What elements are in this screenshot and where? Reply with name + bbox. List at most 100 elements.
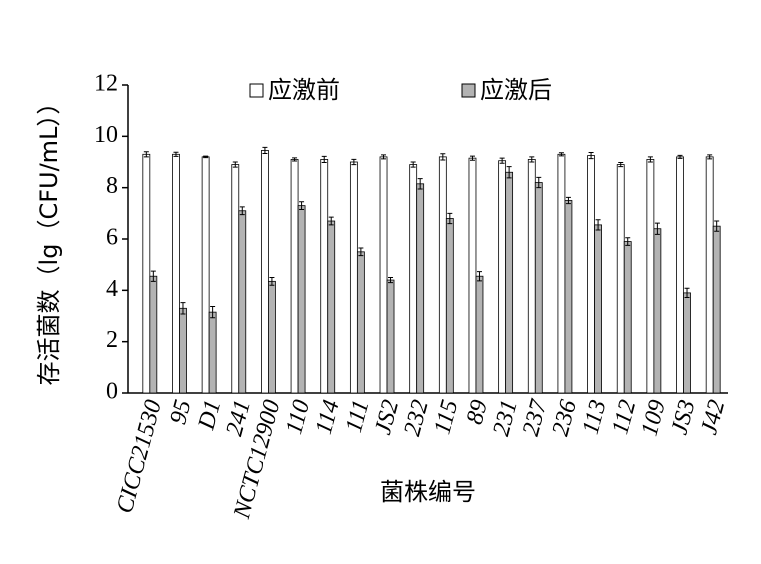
error-bar [381, 154, 387, 160]
error-bar [321, 155, 327, 164]
error-bar [476, 271, 482, 282]
bar [201, 156, 210, 394]
error-bar [440, 153, 446, 161]
bar [587, 155, 595, 394]
x-axis-title: 菌株编号 [380, 478, 476, 506]
bar [712, 225, 721, 394]
bar [646, 159, 655, 394]
bar [416, 183, 425, 394]
error-bar [417, 178, 423, 190]
error-bar [262, 146, 268, 155]
bar [379, 156, 388, 394]
bar [172, 153, 180, 394]
bar [705, 156, 714, 394]
bar [231, 164, 240, 394]
x-tick-label: 236 [548, 397, 582, 439]
bar [261, 150, 269, 394]
bar [142, 153, 151, 394]
bar [290, 159, 299, 394]
bar [594, 224, 602, 394]
error-bar [239, 206, 245, 216]
y-tick-label: 8 [106, 173, 118, 199]
error-bar [558, 152, 564, 157]
bar [356, 251, 365, 394]
y-tick-label: 12 [94, 71, 118, 97]
bar [268, 280, 276, 394]
x-tick-label: 115 [429, 397, 463, 437]
legend-label: 应激前 [268, 76, 340, 104]
bar [438, 156, 447, 394]
y-axis-title: 存活菌数（lg（CFU/mL）） [35, 91, 63, 386]
error-bar [469, 155, 475, 161]
bar [445, 218, 454, 394]
bar [149, 275, 158, 394]
x-tick-label: D1 [193, 397, 226, 433]
error-bar [684, 287, 690, 299]
x-tick-label: CICC21530 [112, 397, 167, 516]
bar [349, 161, 358, 394]
error-bar [210, 306, 216, 319]
bar [238, 210, 247, 394]
error-bar [299, 201, 305, 210]
error-bar [328, 216, 334, 226]
legend-label: 应激后 [480, 76, 552, 104]
error-bar [143, 151, 149, 158]
error-bar [714, 220, 720, 232]
x-tick-label: 95 [165, 397, 196, 427]
y-tick-label: 0 [106, 379, 118, 405]
bar [179, 307, 187, 394]
error-bar [447, 212, 453, 225]
bar [557, 153, 566, 394]
bar [468, 157, 477, 394]
bar [623, 241, 632, 394]
y-tick-label: 2 [106, 327, 118, 353]
error-bar [203, 155, 209, 159]
error-bar [677, 154, 683, 159]
bar [527, 159, 536, 394]
error-bar [506, 166, 512, 179]
bar [616, 164, 625, 394]
error-bar [388, 277, 394, 284]
error-bar [410, 161, 416, 168]
y-tick-label: 6 [106, 225, 118, 251]
error-bar [536, 176, 542, 189]
bar [676, 156, 684, 394]
error-bar [529, 156, 535, 163]
error-bar [269, 277, 275, 286]
x-tick-label: 232 [399, 397, 433, 439]
error-bar [595, 219, 601, 231]
x-tick-label: 109 [637, 397, 671, 439]
bar [327, 220, 336, 394]
bar [386, 279, 395, 394]
error-bar [150, 270, 156, 282]
error-bar [647, 156, 653, 163]
error-bar [292, 157, 298, 162]
error-bar [499, 157, 505, 164]
y-tick-label: 4 [106, 276, 118, 302]
x-tick-label: 114 [311, 397, 345, 437]
error-bar [618, 162, 624, 168]
bar [534, 182, 543, 394]
bar [320, 159, 329, 394]
bar [297, 205, 306, 394]
legend-swatch [461, 83, 476, 98]
x-tick-label: 89 [462, 397, 493, 427]
bar [475, 275, 484, 394]
legend-swatch [249, 83, 264, 98]
bar [498, 160, 507, 394]
error-bar [173, 151, 179, 157]
error-bar [654, 222, 660, 235]
bar [208, 311, 217, 394]
error-bar [232, 161, 238, 168]
error-bar [565, 196, 571, 205]
error-bar [358, 247, 364, 257]
bar [683, 292, 691, 394]
error-bar [625, 237, 631, 246]
bar [653, 228, 662, 394]
error-bar [707, 154, 713, 160]
bar [564, 200, 573, 394]
y-tick-label: 10 [94, 122, 118, 148]
error-bar [351, 158, 357, 166]
error-bar [588, 152, 594, 160]
